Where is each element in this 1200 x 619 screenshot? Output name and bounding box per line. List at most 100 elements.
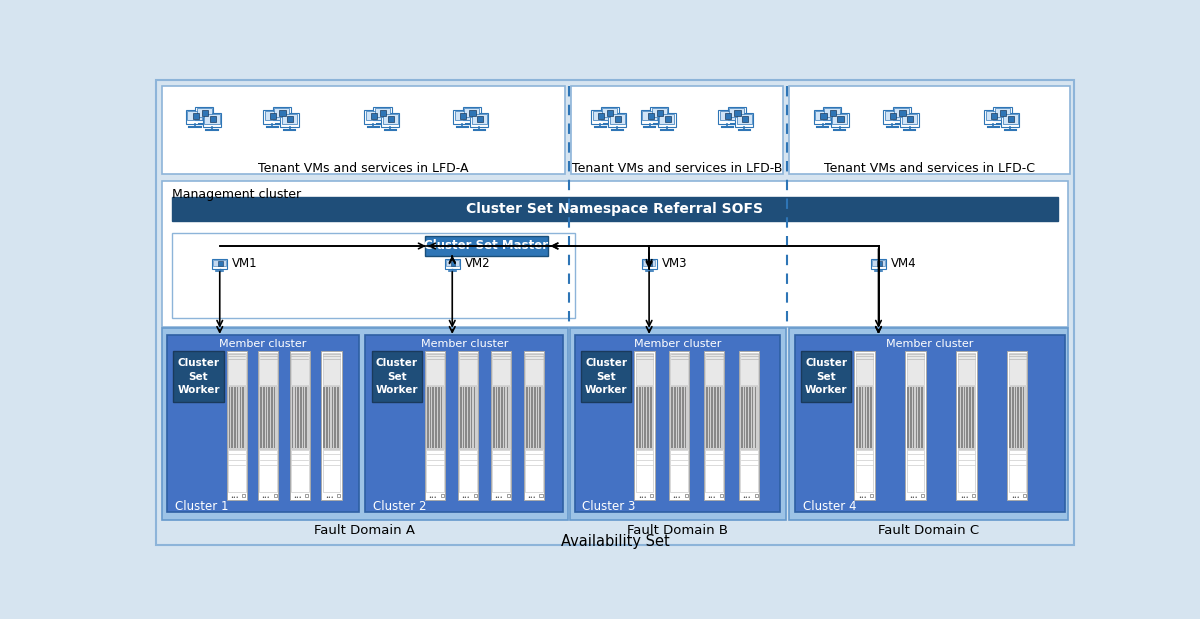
Text: •••: ••• — [960, 495, 968, 500]
Bar — [877, 261, 882, 266]
Bar — [504, 387, 505, 448]
Text: •••: ••• — [527, 495, 536, 500]
Bar — [451, 261, 455, 266]
Bar — [823, 106, 841, 121]
Bar — [426, 353, 444, 386]
Text: •••: ••• — [462, 495, 470, 500]
Bar — [1008, 353, 1026, 386]
Bar — [958, 353, 976, 386]
Bar — [720, 494, 722, 497]
Bar — [790, 329, 1068, 520]
Bar — [440, 387, 443, 448]
Text: Tenant VMs and services in LFD-A: Tenant VMs and services in LFD-A — [258, 162, 468, 175]
Bar — [607, 110, 613, 116]
Bar — [491, 352, 511, 500]
Bar — [372, 352, 422, 402]
Text: Cluster 1: Cluster 1 — [175, 500, 228, 513]
Bar — [740, 353, 758, 386]
Bar — [305, 494, 308, 497]
Bar — [608, 113, 626, 127]
Bar — [884, 111, 900, 121]
Bar — [907, 116, 913, 122]
Text: Cluster
Set
Worker: Cluster Set Worker — [805, 358, 847, 395]
Bar — [755, 494, 757, 497]
Bar — [425, 236, 547, 256]
Bar — [236, 387, 239, 448]
Bar — [270, 113, 276, 119]
Bar — [162, 86, 565, 175]
Bar — [592, 110, 610, 124]
Bar — [466, 387, 467, 448]
Bar — [833, 115, 847, 124]
Bar — [854, 352, 875, 500]
Bar — [300, 387, 301, 448]
Bar — [706, 451, 724, 492]
Bar — [598, 113, 604, 119]
Bar — [856, 386, 874, 449]
Bar — [894, 108, 910, 118]
Bar — [540, 387, 541, 448]
Bar — [324, 387, 325, 448]
Bar — [228, 451, 246, 492]
Bar — [1003, 115, 1018, 124]
Bar — [478, 116, 484, 122]
Bar — [650, 106, 668, 121]
Bar — [746, 387, 748, 448]
Bar — [282, 115, 298, 124]
Bar — [658, 113, 676, 127]
Bar — [570, 329, 786, 520]
Text: Member cluster: Member cluster — [420, 339, 508, 348]
Bar — [958, 386, 976, 449]
Bar — [636, 451, 653, 492]
Bar — [1008, 116, 1014, 122]
Bar — [725, 113, 731, 119]
Bar — [326, 387, 328, 448]
Bar — [526, 386, 542, 449]
Bar — [265, 387, 268, 448]
Bar — [426, 386, 444, 449]
Bar — [706, 386, 724, 449]
Bar — [528, 387, 530, 448]
Bar — [172, 197, 1058, 220]
Bar — [272, 106, 290, 121]
Bar — [610, 115, 625, 124]
Bar — [900, 110, 906, 116]
Bar — [1001, 113, 1019, 127]
Bar — [427, 387, 428, 448]
Text: Cluster Set Namespace Referral SOFS: Cluster Set Namespace Referral SOFS — [467, 202, 763, 216]
Bar — [647, 387, 649, 448]
Bar — [972, 387, 973, 448]
Bar — [228, 353, 246, 386]
Bar — [643, 260, 655, 266]
Bar — [173, 352, 223, 402]
Bar — [736, 113, 754, 127]
Bar — [640, 387, 641, 448]
Bar — [685, 494, 688, 497]
Bar — [382, 113, 400, 127]
Bar — [469, 110, 475, 116]
Bar — [730, 108, 744, 118]
Bar — [1000, 110, 1007, 116]
Bar — [292, 386, 308, 449]
Bar — [906, 353, 924, 386]
Text: Cluster Set Master: Cluster Set Master — [425, 240, 548, 253]
Bar — [677, 387, 678, 448]
Bar — [463, 387, 464, 448]
Bar — [871, 259, 886, 269]
Bar — [380, 110, 386, 116]
Bar — [259, 353, 277, 386]
Bar — [526, 387, 528, 448]
Bar — [600, 106, 619, 121]
Bar — [474, 387, 475, 448]
Bar — [275, 108, 289, 118]
Bar — [755, 387, 756, 448]
Bar — [740, 451, 758, 492]
Bar — [706, 387, 708, 448]
Bar — [910, 387, 912, 448]
Bar — [671, 451, 689, 492]
Bar — [337, 494, 340, 497]
Bar — [445, 259, 460, 269]
Bar — [636, 386, 653, 449]
Bar — [913, 387, 914, 448]
Text: •••: ••• — [230, 495, 239, 500]
